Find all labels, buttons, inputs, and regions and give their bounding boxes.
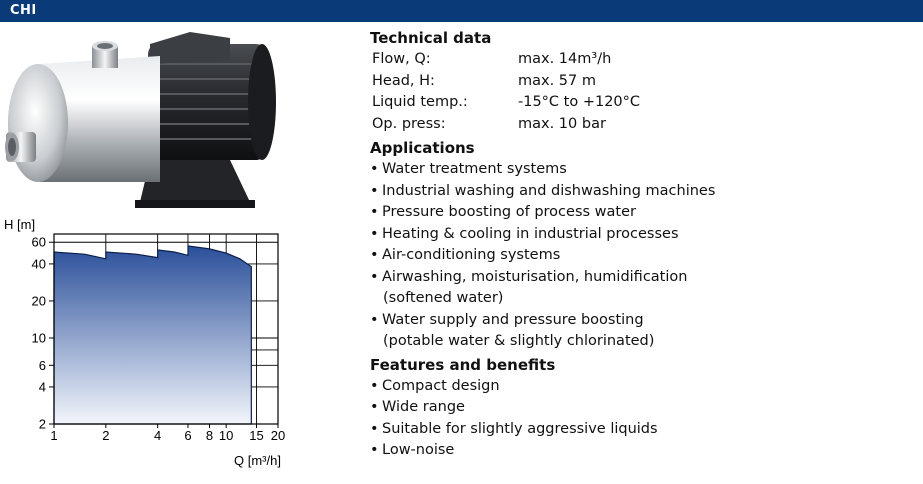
list-item-text: Heating & cooling in industrial processe… [382, 225, 679, 242]
x-tick-label: 2 [102, 428, 109, 443]
list-item: Pressure boosting of process water [370, 202, 910, 224]
list-item-text: Industrial washing and dishwashing machi… [382, 182, 716, 199]
page-title: CHI [10, 3, 37, 18]
tech-row: Liquid temp.: -15°C to +120°C [372, 92, 640, 114]
features-list: Compact design Wide range Suitable for sli… [370, 376, 910, 462]
tech-row: Head, H: max. 57 m [372, 71, 640, 93]
list-item: Compact design [370, 376, 910, 398]
list-item-text: Water treatment systems [382, 161, 567, 177]
y-tick-label: 10 [32, 330, 46, 345]
x-tick-label: 6 [184, 428, 191, 443]
title-bar: CHI [0, 0, 923, 22]
list-item-continuation: (potable water & slightly chlorinated) [383, 333, 655, 349]
y-tick-label: 40 [32, 256, 46, 271]
tech-value: max. 57 m [518, 72, 596, 89]
x-tick-label: 10 [219, 428, 233, 443]
features-heading: Features and benefits [370, 355, 556, 374]
x-tick-label: 1 [50, 428, 57, 443]
tech-value: max. 10 bar [518, 115, 606, 132]
y-axis-label: H [m] [4, 217, 35, 232]
y-tick-label: 60 [32, 235, 46, 250]
y-tick-label: 4 [39, 379, 46, 394]
list-item: Water treatment systems [370, 159, 910, 181]
tech-label: Head, H: [372, 72, 435, 89]
list-item: Suitable for slightly aggressive liquids [370, 419, 910, 441]
list-item: Wide range [370, 397, 910, 419]
technical-data-table: Flow, Q: max. 14m³/h Head, H: max. 57 m Liqu… [372, 49, 640, 135]
tech-label: Op. press: [372, 115, 446, 132]
tech-row: Flow, Q: max. 14m³/h [372, 49, 640, 71]
chart-frame [53, 233, 279, 425]
y-tick-label: 2 [39, 417, 46, 432]
list-item: Water supply and pressure boosting (potab… [370, 310, 910, 353]
list-item-continuation: (softened water) [383, 290, 504, 306]
applications-list: Water treatment systems Industrial washin… [370, 159, 910, 353]
list-item-text: Water supply and pressure boosting [382, 311, 644, 328]
spec-column: Technical data Flow, Q: max. 14m³/h Head, … [370, 28, 910, 464]
x-tick-label: 15 [249, 428, 263, 443]
x-tick-label: 4 [154, 428, 161, 443]
x-axis-label: Q [m³/h] [234, 453, 281, 468]
x-tick-label: 8 [206, 428, 213, 443]
tech-label: Flow, Q: [372, 51, 431, 67]
list-item-text: Compact design [382, 377, 500, 394]
y-tick-label: 20 [32, 293, 46, 308]
list-item: Industrial washing and dishwashing machi… [370, 181, 910, 203]
list-item-text: Low-noise [382, 442, 455, 458]
tech-value: max. 14m³/h [518, 51, 612, 67]
list-item-text: Wide range [382, 399, 465, 415]
list-item: Airwashing, moisturisation, humidificati… [370, 267, 910, 310]
performance-envelope [53, 245, 252, 425]
tech-value: -15°C to +120°C [518, 94, 641, 110]
list-item: Low-noise [370, 440, 910, 462]
list-item: Air-conditioning systems [370, 245, 910, 267]
applications-heading: Applications [370, 139, 475, 157]
list-item: Heating & cooling in industrial processe… [370, 224, 910, 246]
x-tick-label: 20 [271, 428, 285, 443]
y-tick-label: 6 [39, 358, 46, 373]
tech-row: Op. press: max. 10 bar [372, 114, 640, 136]
list-item-text: Airwashing, moisturisation, humidificati… [382, 268, 688, 285]
list-item-text: Suitable for slightly aggressive liquids [382, 420, 658, 437]
tech-label: Liquid temp.: [372, 94, 468, 110]
technical-data-heading: Technical data [370, 29, 492, 47]
list-item-text: Pressure boosting of process water [382, 204, 636, 220]
list-item-text: Air-conditioning systems [382, 247, 561, 263]
pump-image [5, 32, 276, 208]
